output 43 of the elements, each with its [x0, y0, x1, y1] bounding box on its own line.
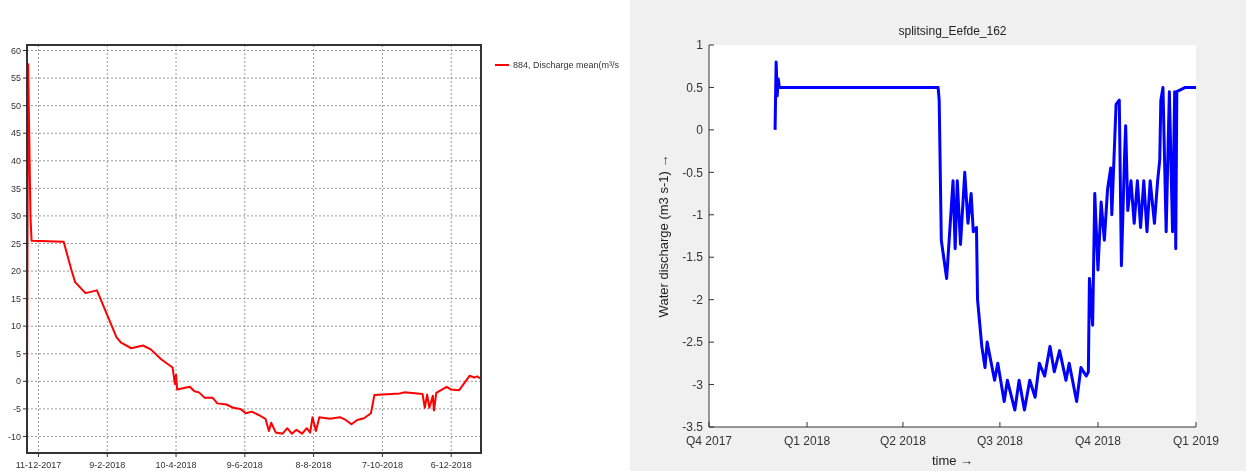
- y-tick-label: 0: [15, 376, 21, 387]
- x-tick-label: 9-2-2018: [89, 460, 126, 470]
- y-axis-title: Water discharge (m3 s-1) →: [656, 154, 671, 318]
- y-tick-label: -1.5: [682, 250, 704, 265]
- x-tick-label: Q1 2018: [784, 434, 831, 448]
- y-tick-label: 45: [10, 128, 21, 139]
- x-tick-label: Q2 2018: [879, 434, 927, 448]
- y-tick-label: -2.5: [682, 335, 704, 350]
- x-tick-label: 9-6-2018: [226, 460, 263, 470]
- y-tick-label: 10: [10, 321, 21, 332]
- y-tick-label: -1: [692, 207, 704, 222]
- x-axis-title: time →: [931, 453, 974, 468]
- y-tick-label: 35: [10, 183, 21, 194]
- y-tick-label: 15: [10, 293, 21, 304]
- y-tick-label: -3: [692, 377, 704, 392]
- legend-label: 884, Discharge mean(m³/s: [513, 60, 620, 71]
- line-series: [773, 60, 1198, 412]
- y-tick-label: 5: [15, 348, 21, 359]
- y-tick-label: -3.5: [682, 420, 704, 435]
- chart-title: splitsing_Eefde_162: [898, 24, 1007, 38]
- y-tick-label: 30: [10, 211, 21, 222]
- x-tick-label: 8-8-2018: [295, 460, 332, 470]
- y-tick-label: 20: [10, 266, 21, 277]
- y-tick-label: 50: [10, 100, 21, 111]
- x-tick-label: 10-4-2018: [155, 460, 197, 470]
- y-tick-label: -5: [12, 404, 21, 415]
- x-tick-label: 7-10-2018: [361, 460, 403, 470]
- y-tick-label: 0.5: [686, 80, 704, 95]
- x-tick-label: Q3 2018: [976, 434, 1024, 448]
- x-tick-label: 11-12-2017: [15, 460, 62, 470]
- y-tick-label: 0: [696, 123, 704, 138]
- y-tick-label: -2: [692, 292, 704, 307]
- y-tick-label: 60: [10, 45, 21, 56]
- x-tick-label: 6-12-2018: [430, 460, 472, 470]
- x-tick-label: Q1 2019: [1172, 434, 1220, 448]
- y-tick-label: 1: [696, 38, 704, 53]
- y-tick-label: 55: [10, 73, 21, 84]
- y-tick-label: -0.5: [682, 165, 704, 180]
- y-tick-label: -10: [7, 431, 21, 442]
- x-tick-label: Q4 2017: [685, 434, 733, 448]
- y-tick-label: 25: [10, 238, 21, 249]
- y-tick-label: 40: [10, 155, 21, 166]
- x-tick-label: Q4 2018: [1074, 434, 1122, 448]
